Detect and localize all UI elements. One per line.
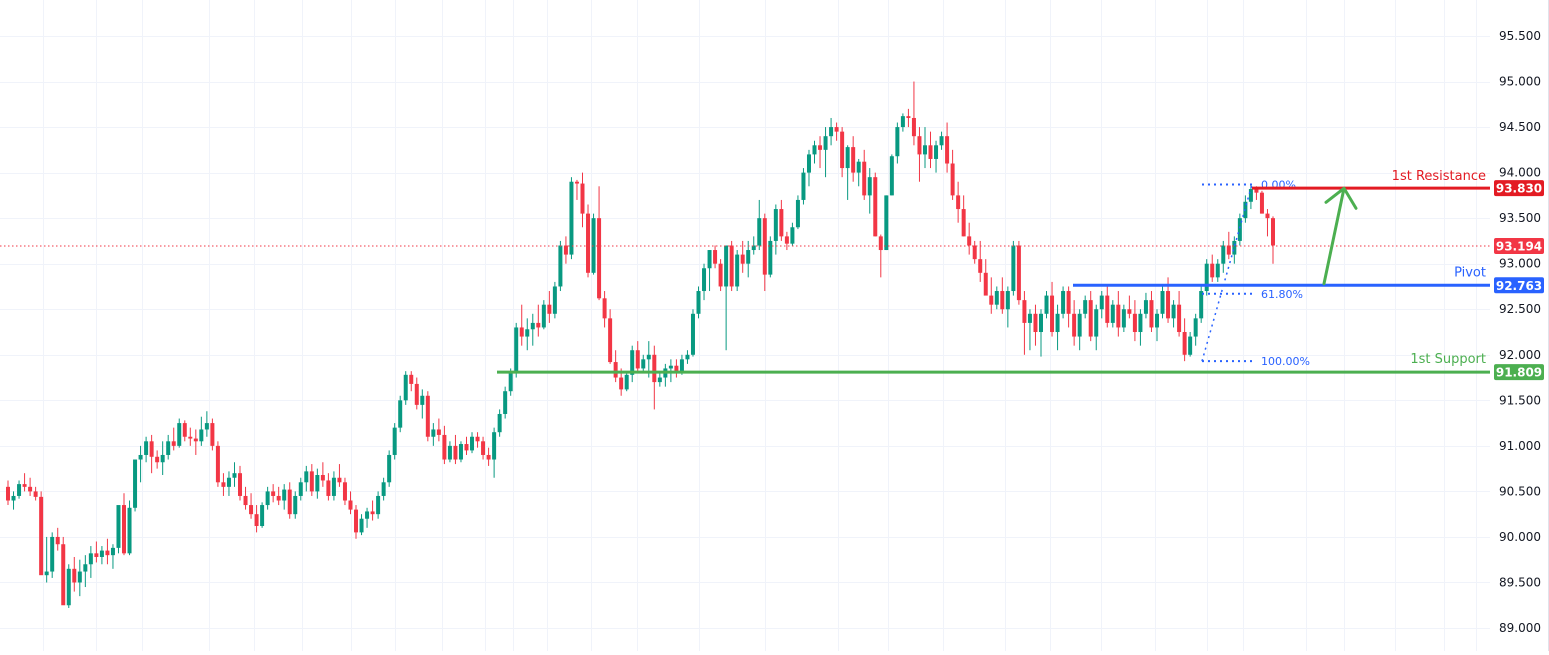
price-tick-label: 92.500: [1499, 302, 1541, 316]
fib-level-618-label: 61.80%: [1261, 288, 1303, 301]
price-tick-label: 93.000: [1499, 257, 1541, 271]
price-tick-label: 92.000: [1499, 348, 1541, 362]
candlestick-series: [6, 81, 1275, 608]
price-tick-label: 89.000: [1499, 621, 1541, 635]
price-tick-label: 94.500: [1499, 120, 1541, 134]
resistance-price: 93.830: [1496, 182, 1542, 196]
resistance-price-tag: 93.830: [1494, 180, 1544, 197]
fib-trend-line: [1201, 184, 1253, 362]
price-tick-label: 95.500: [1499, 29, 1541, 43]
pivot-label: Pivot: [1454, 265, 1486, 280]
pivot-price: 92.763: [1496, 279, 1542, 293]
fib-level-100-label: 100.00%: [1261, 355, 1310, 368]
current-price: 93.194: [1496, 240, 1542, 254]
pivot-price-tag: 92.763: [1494, 277, 1544, 294]
price-tick-label: 93.500: [1499, 211, 1541, 225]
resistance-label: 1st Resistance: [1392, 169, 1486, 184]
price-tick-label: 90.000: [1499, 530, 1541, 544]
price-axis[interactable]: 95.500 95.000 94.500 94.000 93.500 93.000 92.5…: [1490, 0, 1549, 651]
current-price-tag: 93.194: [1494, 238, 1544, 255]
support-price-tag: 91.809: [1494, 364, 1544, 381]
price-tick-label: 91.000: [1499, 439, 1541, 453]
support-label: 1st Support: [1410, 352, 1486, 367]
price-tick-label: 94.000: [1499, 166, 1541, 180]
chart-grid: [0, 0, 1490, 651]
price-tick-label: 91.500: [1499, 393, 1541, 407]
support-price: 91.809: [1496, 366, 1542, 380]
price-tick-label: 89.500: [1499, 575, 1541, 589]
up-arrow-icon[interactable]: [1322, 186, 1358, 286]
price-tick-label: 90.500: [1499, 484, 1541, 498]
price-tick-label: 95.000: [1499, 75, 1541, 89]
